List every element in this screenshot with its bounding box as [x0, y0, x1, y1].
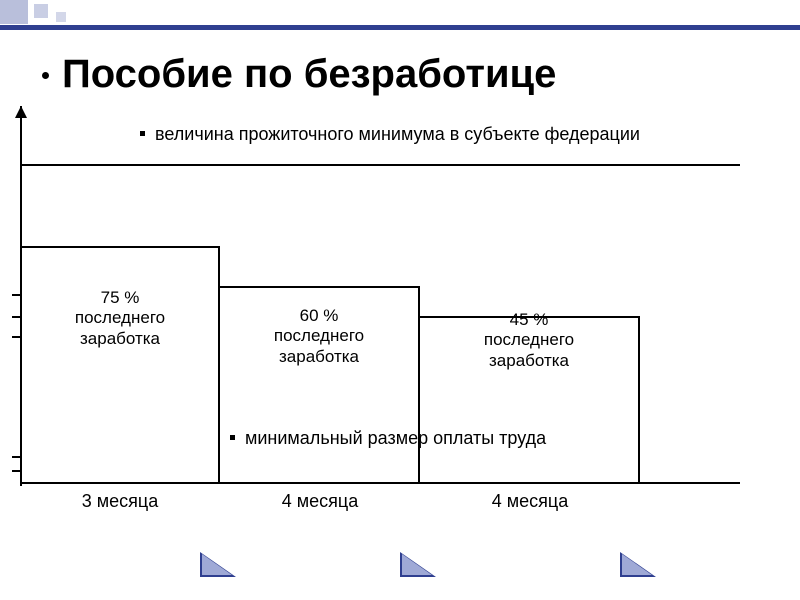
step-percent: 45 % [510, 310, 549, 329]
deco-square [0, 0, 28, 24]
step-sub2: заработка [279, 347, 359, 366]
y-tick [12, 294, 20, 296]
y-tick [12, 336, 20, 338]
step-bar: 60 % последнего заработка [220, 286, 420, 484]
step-label: 75 % последнего заработка [22, 288, 218, 349]
bullet-icon [230, 435, 235, 440]
upper-limit-line [20, 164, 740, 166]
step-bar: 75 % последнего заработка [20, 246, 220, 484]
x-axis-label: 4 месяца [220, 491, 420, 512]
deco-square [56, 12, 66, 22]
y-tick [12, 316, 20, 318]
step-percent: 75 % [101, 288, 140, 307]
step-sub1: последнего [274, 326, 364, 345]
chart-area: величина прожиточного минимума в субъект… [20, 118, 760, 526]
y-axis-ticks [12, 118, 20, 526]
step-sub2: заработка [80, 329, 160, 348]
bullet-icon [140, 131, 145, 136]
y-tick [12, 456, 20, 458]
x-axis-label: 4 месяца [420, 491, 640, 512]
title-bullet [42, 72, 49, 79]
x-axis-label: 3 месяца [20, 491, 220, 512]
step-sub1: последнего [484, 330, 574, 349]
step-bar: 45 % последнего заработка [420, 316, 640, 484]
step-label: 60 % последнего заработка [220, 306, 418, 367]
corner-strip [0, 25, 800, 30]
step-sub2: заработка [489, 351, 569, 370]
lower-limit-note: минимальный размер оплаты труда [230, 428, 546, 449]
y-tick [12, 470, 20, 472]
x-axis [20, 482, 740, 484]
step-label: 45 % последнего заработка [420, 310, 638, 371]
upper-limit-note: величина прожиточного минимума в субъект… [140, 124, 640, 145]
page-title: Пособие по безработице [62, 52, 556, 97]
step-percent: 60 % [300, 306, 339, 325]
y-axis-arrow-icon [15, 106, 27, 118]
step-sub1: последнего [75, 308, 165, 327]
deco-square [34, 4, 48, 18]
upper-limit-text: величина прожиточного минимума в субъект… [155, 124, 640, 144]
lower-limit-text: минимальный размер оплаты труда [245, 428, 546, 448]
